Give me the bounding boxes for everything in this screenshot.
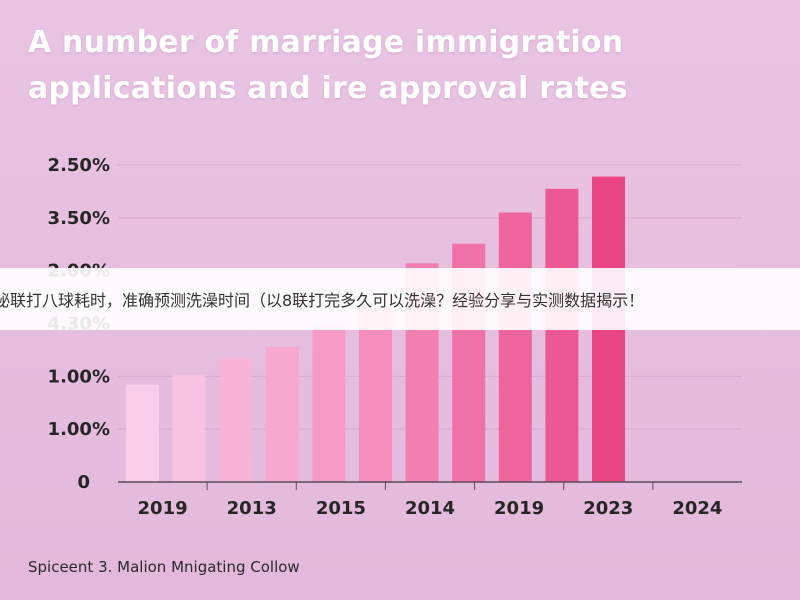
x-tick-label: 2023 [583, 498, 633, 519]
bar [126, 384, 159, 482]
bar [359, 306, 392, 482]
chart-title: A number of marriage immigration applica… [28, 25, 628, 106]
x-tick-label: 2013 [227, 498, 277, 519]
x-axis-ticks: 2019 2013 2015 2014 2019 2023 2024 [138, 482, 722, 519]
bar [265, 346, 299, 482]
x-tick-label: 2024 [672, 498, 722, 519]
overlay-banner[interactable]: 秘联打八球耗时，准确预测洗澡时间（以8联打完多久可以洗澡？经验分享与实测数据揭示… [0, 268, 800, 330]
bar [312, 325, 346, 482]
x-tick-label: 2014 [405, 498, 455, 519]
y-tick-label: 1.00% [48, 366, 110, 387]
bar [172, 375, 206, 482]
x-tick-label: 2015 [316, 498, 366, 519]
y-tick-label: 2.50% [48, 155, 110, 176]
banner-text: 秘联打八球耗时，准确预测洗澡时间（以8联打完多久可以洗澡？经验分享与实测数据揭示… [0, 291, 645, 310]
bar [545, 188, 579, 483]
source-note: Spiceent 3. Malion Mnigating Collow [28, 558, 300, 576]
x-tick-label: 2019 [138, 498, 188, 519]
y-tick-label: 0 [77, 472, 90, 493]
bar [498, 212, 532, 482]
x-tick-label: 2019 [494, 498, 544, 519]
y-tick-label: 3.50% [48, 208, 110, 229]
y-tick-label: 1.00% [48, 419, 110, 440]
bar [219, 358, 253, 482]
